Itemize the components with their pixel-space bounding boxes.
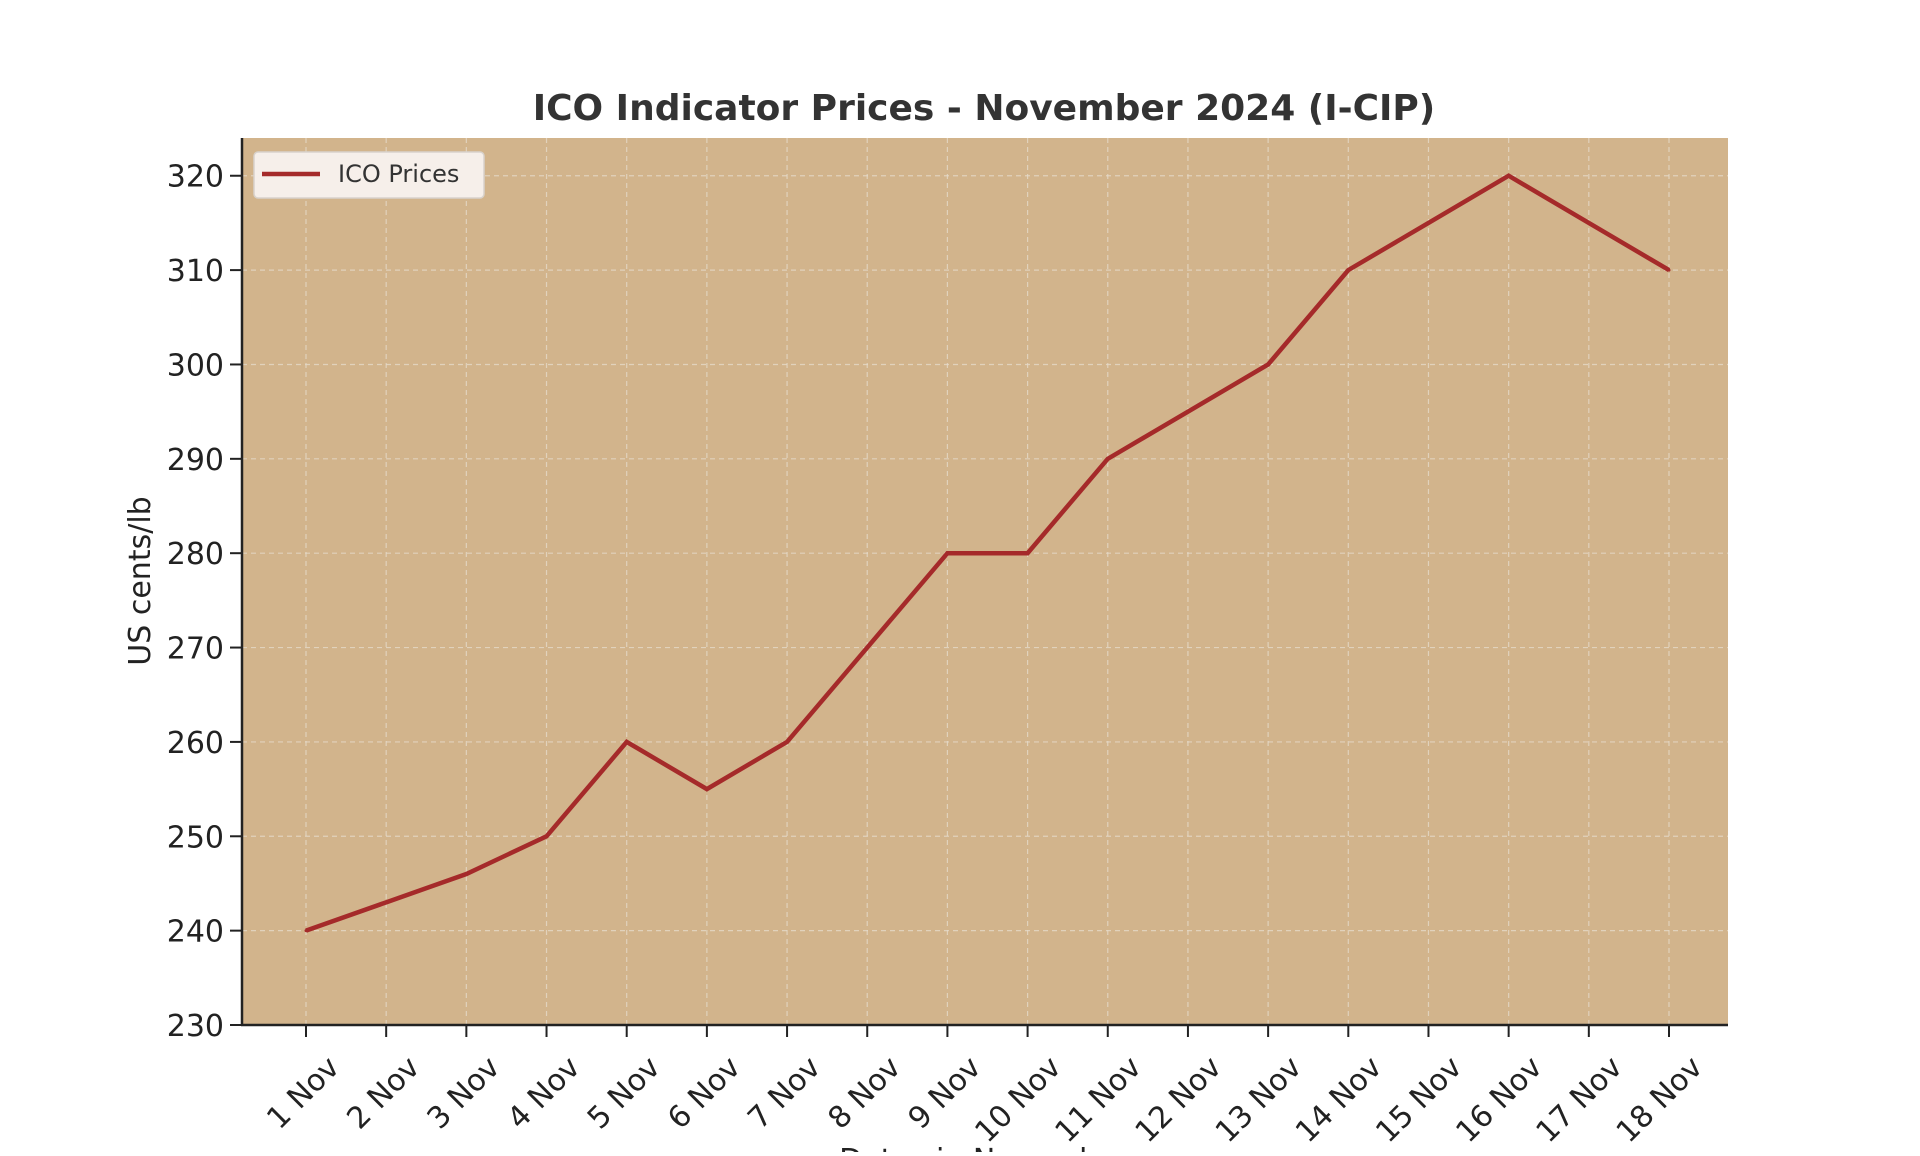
x-tick-label: 5 Nov xyxy=(581,1050,667,1136)
y-tick-label: 230 xyxy=(167,1009,224,1044)
x-tick-label: 10 Nov xyxy=(968,1050,1068,1150)
legend-box xyxy=(253,151,485,199)
data-point xyxy=(1026,551,1030,555)
data-point xyxy=(1106,457,1110,461)
data-point xyxy=(625,740,629,744)
legend: ICO Prices xyxy=(253,151,485,199)
x-tick-label: 18 Nov xyxy=(1610,1050,1710,1150)
x-tick-label: 4 Nov xyxy=(501,1050,587,1136)
x-tick-label: 11 Nov xyxy=(1049,1050,1149,1150)
data-point xyxy=(545,834,549,838)
y-tick-label: 290 xyxy=(167,443,224,478)
data-point xyxy=(1346,268,1350,272)
data-point xyxy=(945,551,949,555)
data-point xyxy=(705,787,709,791)
y-axis-ticks: 230 240 250 260 270 280 290 300 310 320 xyxy=(167,160,242,1044)
y-tick-label: 300 xyxy=(167,348,224,383)
y-tick-label: 310 xyxy=(167,254,224,289)
x-tick-label: 12 Nov xyxy=(1129,1050,1229,1150)
x-axis-label: Dates in November xyxy=(839,1143,1129,1152)
y-tick-label: 250 xyxy=(167,820,224,855)
y-tick-label: 280 xyxy=(167,537,224,572)
y-axis-label: US cents/lb xyxy=(123,496,158,665)
x-tick-label: 15 Nov xyxy=(1369,1050,1469,1150)
data-point xyxy=(1667,268,1671,272)
y-tick-label: 270 xyxy=(167,632,224,667)
data-point xyxy=(1587,221,1591,225)
data-point xyxy=(1426,221,1430,225)
data-point xyxy=(865,646,869,650)
x-tick-label: 2 Nov xyxy=(340,1050,426,1136)
x-tick-label: 7 Nov xyxy=(741,1050,827,1136)
x-tick-label: 16 Nov xyxy=(1449,1050,1549,1150)
data-point xyxy=(1507,174,1511,178)
x-tick-label: 6 Nov xyxy=(661,1050,747,1136)
x-tick-label: 13 Nov xyxy=(1209,1050,1309,1150)
y-tick-label: 320 xyxy=(167,160,224,195)
data-point xyxy=(1266,362,1270,366)
data-point xyxy=(464,872,468,876)
x-tick-label: 17 Nov xyxy=(1530,1050,1630,1150)
chart-title: ICO Indicator Prices - November 2024 (I-… xyxy=(533,88,1436,129)
x-tick-label: 14 Nov xyxy=(1289,1050,1389,1150)
x-tick-label: 1 Nov xyxy=(260,1050,346,1136)
x-tick-label: 8 Nov xyxy=(821,1050,907,1136)
y-tick-label: 240 xyxy=(167,915,224,950)
plot-area xyxy=(242,138,1728,1025)
series-line-ico-prices xyxy=(305,173,1671,933)
series-layer xyxy=(304,173,1671,933)
legend-label: ICO Prices xyxy=(338,160,459,188)
data-point xyxy=(304,929,308,933)
y-tick-label: 260 xyxy=(167,726,224,761)
vertical-gridlines xyxy=(305,138,1670,1025)
data-point xyxy=(1186,410,1190,414)
data-point xyxy=(384,900,388,904)
x-tick-label: 3 Nov xyxy=(421,1050,507,1136)
data-point xyxy=(785,740,789,744)
